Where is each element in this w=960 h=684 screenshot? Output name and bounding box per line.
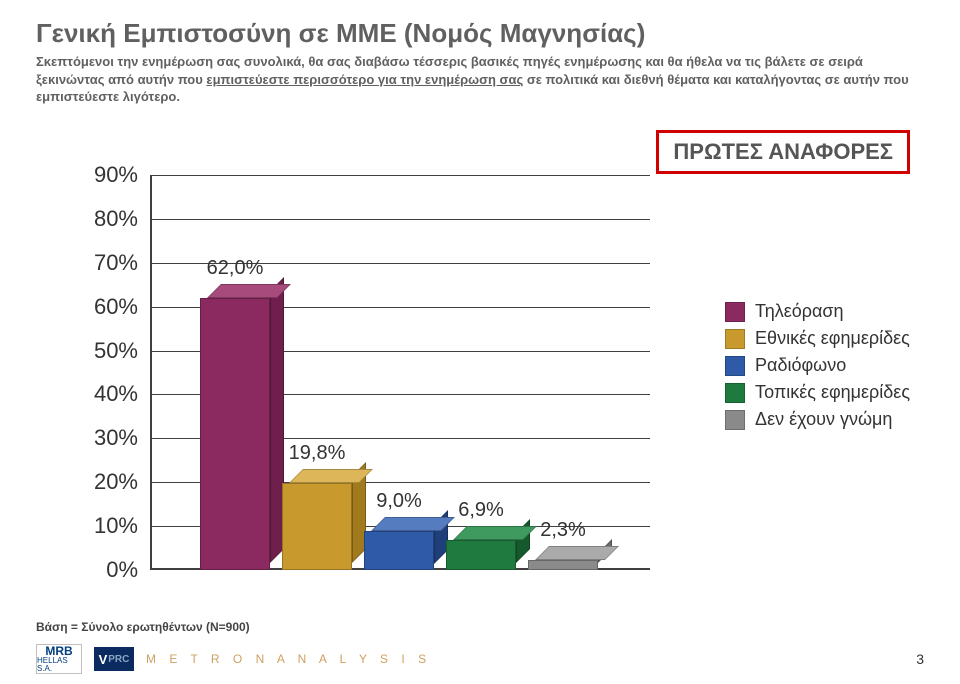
legend-swatch bbox=[725, 383, 745, 403]
chart-area: 62,0%19,8%9,0%6,9%2,3% 0%10%20%30%40%50%… bbox=[60, 175, 900, 590]
vprc-logo-prc: PRC bbox=[108, 654, 129, 665]
y-tick-label: 80% bbox=[94, 206, 150, 232]
bar: 62,0% bbox=[200, 298, 270, 570]
chart-legend: Τηλεόραση Εθνικές εφημερίδες Ραδιόφωνο Τοπι… bbox=[725, 295, 910, 436]
bar-value-label: 9,0% bbox=[376, 490, 422, 513]
y-tick-label: 40% bbox=[94, 381, 150, 407]
vprc-logo: VPRC bbox=[94, 647, 134, 671]
legend-item: Τηλεόραση bbox=[725, 301, 910, 322]
bar-value-label: 62,0% bbox=[207, 257, 264, 280]
subtitle-underline: εμπιστεύεστε περισσότερο για την ενημέρω… bbox=[206, 72, 523, 87]
y-tick-label: 10% bbox=[94, 513, 150, 539]
footer-logos: MRB HELLAS S.A. VPRC M E T R O N A N A L… bbox=[36, 644, 431, 674]
legend-item: Εθνικές εφημερίδες bbox=[725, 328, 910, 349]
legend-label: Εθνικές εφημερίδες bbox=[755, 328, 910, 349]
page-number: 3 bbox=[916, 651, 924, 667]
bar: 6,9% bbox=[446, 540, 516, 570]
y-tick-label: 20% bbox=[94, 469, 150, 495]
mrb-logo: MRB HELLAS S.A. bbox=[36, 644, 82, 674]
legend-label: Δεν έχουν γνώμη bbox=[755, 409, 892, 430]
legend-label: Ραδιόφωνο bbox=[755, 355, 846, 376]
mrb-logo-bottom: HELLAS S.A. bbox=[37, 657, 81, 673]
bar-value-label: 6,9% bbox=[458, 499, 504, 522]
bar-value-label: 19,8% bbox=[289, 442, 346, 465]
chart-bars: 62,0%19,8%9,0%6,9%2,3% bbox=[150, 175, 650, 570]
first-mentions-badge: ΠΡΩΤΕΣ ΑΝΑΦΟΡΕΣ bbox=[656, 130, 910, 174]
y-tick-label: 60% bbox=[94, 294, 150, 320]
y-tick-label: 50% bbox=[94, 338, 150, 364]
page-root: Γενική Εμπιστοσύνη σε ΜΜΕ (Νομός Μαγνησί… bbox=[0, 0, 960, 684]
vprc-logo-v: V bbox=[99, 652, 108, 667]
legend-swatch bbox=[725, 329, 745, 349]
page-subtitle: Σκεπτόμενοι την ενημέρωση σας συνολικά, … bbox=[36, 53, 924, 106]
legend-swatch bbox=[725, 356, 745, 376]
chart-plot: 62,0%19,8%9,0%6,9%2,3% 0%10%20%30%40%50%… bbox=[150, 175, 650, 570]
legend-label: Τοπικές εφημερίδες bbox=[755, 382, 910, 403]
page-footer: MRB HELLAS S.A. VPRC M E T R O N A N A L… bbox=[36, 644, 924, 674]
bar: 9,0% bbox=[364, 531, 434, 571]
base-note: Βάση = Σύνολο ερωτηθέντων (Ν=900) bbox=[36, 620, 250, 634]
page-title: Γενική Εμπιστοσύνη σε ΜΜΕ (Νομός Μαγνησί… bbox=[36, 18, 924, 49]
y-tick-label: 90% bbox=[94, 162, 150, 188]
legend-swatch bbox=[725, 302, 745, 322]
legend-swatch bbox=[725, 410, 745, 430]
legend-item: Τοπικές εφημερίδες bbox=[725, 382, 910, 403]
bar: 19,8% bbox=[282, 483, 352, 570]
y-tick-label: 30% bbox=[94, 425, 150, 451]
legend-item: Ραδιόφωνο bbox=[725, 355, 910, 376]
bar: 2,3% bbox=[528, 560, 598, 570]
metron-logo: M E T R O N A N A L Y S I S bbox=[146, 652, 431, 666]
legend-item: Δεν έχουν γνώμη bbox=[725, 409, 910, 430]
bar-value-label: 2,3% bbox=[540, 519, 586, 542]
y-tick-label: 0% bbox=[106, 557, 150, 583]
legend-label: Τηλεόραση bbox=[755, 301, 844, 322]
y-tick-label: 70% bbox=[94, 250, 150, 276]
